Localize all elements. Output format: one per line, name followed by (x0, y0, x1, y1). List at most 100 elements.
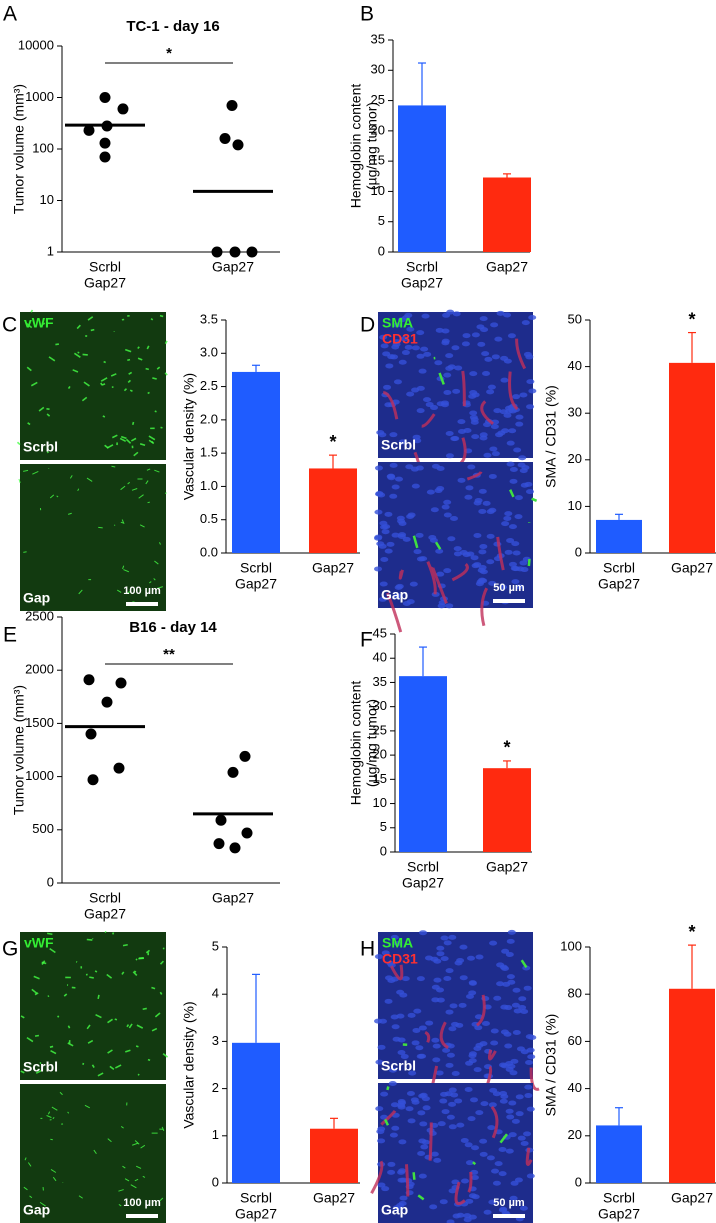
nucleus (511, 566, 520, 572)
x-tick-label: Scrbl (89, 259, 121, 275)
nucleus (388, 1080, 397, 1086)
vessel (148, 435, 156, 441)
vessel (23, 469, 29, 472)
y-axis-label: Tumor volume (mm³) (11, 84, 27, 214)
nucleus (391, 484, 400, 490)
y-tick-label: 2.5 (200, 378, 218, 393)
x-tick-label: Gap27 (312, 560, 354, 576)
nucleus (479, 544, 488, 550)
vessel (159, 960, 164, 965)
nucleus (486, 1155, 495, 1161)
y-axis-label: Vascular density (%) (181, 1001, 197, 1128)
bar (232, 1042, 280, 1183)
vessel (69, 475, 73, 479)
nucleus (450, 1092, 459, 1098)
vessel (404, 1164, 410, 1197)
nucleus (490, 322, 499, 328)
nucleus (392, 322, 401, 328)
nucleus (521, 320, 530, 326)
nucleus (519, 560, 528, 566)
nucleus (515, 1111, 524, 1117)
nucleus (465, 1198, 474, 1204)
data-point (219, 132, 231, 144)
scale-bar-label: 50 µm (493, 1197, 525, 1209)
nucleus (475, 1110, 484, 1116)
nucleus (517, 1135, 526, 1141)
nucleus (457, 477, 466, 483)
nucleus (380, 343, 389, 349)
vessel (135, 1045, 139, 1048)
vessel (160, 426, 163, 429)
nucleus (397, 1049, 406, 1055)
nucleus (528, 388, 537, 394)
nucleus (387, 1169, 396, 1175)
nucleus (382, 351, 391, 357)
vessel (122, 565, 125, 570)
nucleus (477, 341, 486, 347)
nucleus (405, 464, 414, 470)
group-label: Gap (381, 587, 408, 603)
nucleus (511, 579, 520, 585)
nucleus (416, 330, 425, 336)
x-tick-label: Scrbl (240, 1190, 272, 1206)
nucleus (384, 548, 393, 554)
vessel (115, 1064, 122, 1069)
nucleus (419, 556, 428, 562)
nucleus (499, 1098, 508, 1104)
nucleus (491, 1168, 500, 1174)
x-tick-label: Gap27 (235, 1206, 277, 1222)
y-tick-label: 10000 (18, 37, 54, 52)
nucleus (380, 1091, 389, 1097)
vessel (133, 451, 139, 457)
vessel (424, 1030, 431, 1043)
nucleus (420, 346, 429, 352)
nucleus (450, 436, 459, 442)
vessel (67, 1025, 71, 1029)
micrograph (374, 929, 540, 1104)
micrograph (376, 309, 537, 480)
nucleus (448, 934, 457, 940)
vessel (107, 1049, 113, 1054)
nucleus (515, 421, 524, 427)
nucleus (493, 995, 502, 1001)
nucleus (381, 529, 390, 535)
nucleus (471, 1145, 480, 1151)
y-tick-label: 0.5 (200, 511, 218, 526)
vessel (120, 1126, 124, 1129)
nucleus (389, 432, 398, 438)
x-tick-label: Gap27 (212, 259, 254, 275)
vessel (23, 551, 27, 553)
bar (596, 1125, 642, 1183)
vessel (98, 526, 103, 529)
nucleus (392, 341, 401, 347)
y-tick-label: 2.0 (200, 411, 218, 426)
nucleus (410, 1097, 419, 1103)
y-tick-label: 20 (373, 747, 387, 762)
stain-label: vWF (24, 935, 54, 951)
panel-letter: D (360, 314, 375, 337)
vessel (49, 947, 56, 954)
scale-bar (126, 1214, 158, 1218)
nucleus (407, 1118, 416, 1124)
data-point (232, 139, 244, 151)
nucleus (374, 954, 383, 960)
group-label: Scrbl (381, 1058, 416, 1074)
vessel (86, 938, 93, 941)
sma-signal (383, 1118, 390, 1126)
vessel (86, 1024, 91, 1030)
nucleus (479, 569, 488, 575)
data-point (239, 750, 251, 762)
nucleus (469, 410, 478, 416)
sma-signal (386, 1086, 390, 1091)
nucleus (418, 1025, 427, 1031)
nucleus (509, 478, 518, 484)
y-axis-label: Vascular density (%) (181, 373, 197, 500)
nucleus (508, 1100, 517, 1106)
nucleus (449, 1003, 458, 1009)
nucleus (405, 1106, 414, 1112)
vessel (146, 345, 150, 350)
scale-bar (126, 602, 158, 606)
y-axis-label: SMA / CD31 (%) (543, 1014, 559, 1117)
nucleus (401, 350, 410, 356)
nucleus (390, 1102, 399, 1108)
